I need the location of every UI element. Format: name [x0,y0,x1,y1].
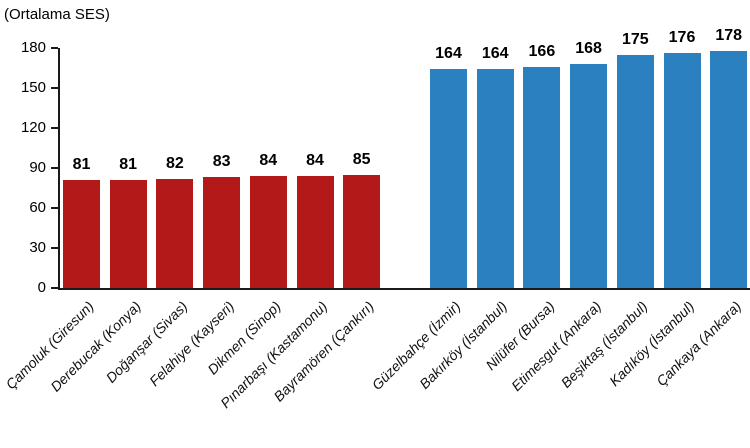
x-axis-label-text: Çankaya (Ankara) [652,298,745,390]
y-axis-tick-label: 180 [20,39,46,56]
bar-value-label: 164 [481,45,509,63]
y-axis-tick-mark [51,167,58,169]
bar-value-label: 84 [306,152,324,169]
y-axis-tick-label: 0 [37,279,46,296]
bar [663,53,701,288]
bar-value-label: 83 [212,153,231,171]
y-axis-tick-mark [51,87,58,89]
bar-value-label: 81 [119,156,138,173]
x-axis-label-text: Kadıköy (İstanbul) [606,298,698,390]
bar [203,177,241,288]
x-axis-label-text: Doğanşar (Sivas) [102,298,191,386]
bar-value-label: 84 [259,152,278,169]
bar-value-label: 164 [435,45,462,63]
y-axis-tick-mark [51,207,58,209]
x-axis-label-text: Felahiye (Kayseri) [145,298,237,390]
bar [63,180,100,288]
y-axis-title: (Ortalama SES) [4,6,110,23]
bar-value-label: 176 [668,29,696,47]
bar [476,69,514,288]
bar-value-label: 175 [621,30,649,48]
bar-value-label: 85 [352,150,371,168]
bar [523,66,561,288]
x-axis-label-text: Bakırköy (İstanbul) [416,298,511,392]
y-axis-tick-mark [51,47,58,49]
bar-value-label: 178 [715,26,743,44]
bar [570,64,608,288]
y-axis-tick-mark [51,287,58,289]
bar [249,176,287,288]
y-axis-tick-mark [51,127,58,129]
bar [109,180,147,288]
bar-value-label: 168 [575,40,602,57]
bar [296,176,334,288]
bar-value-label: 81 [72,156,91,173]
x-axis-label-text: Çamoluk (Giresun) [2,298,97,393]
x-axis-label-text: Beşiktaş (İstanbul) [557,298,651,391]
y-axis-tick-mark [51,247,58,249]
y-axis-tick-label: 150 [20,79,46,96]
bar [710,50,748,288]
y-axis-tick-label: 90 [29,159,46,176]
bar [343,174,381,288]
bar-value-label: 166 [528,42,556,60]
y-axis-tick-label: 30 [29,239,46,256]
bar [430,69,467,288]
plot-area [58,48,750,290]
bar [156,178,194,288]
y-axis-tick-label: 120 [20,119,46,136]
bar-value-label: 82 [165,154,184,172]
bar [616,54,654,288]
y-axis-tick-label: 60 [29,199,46,216]
